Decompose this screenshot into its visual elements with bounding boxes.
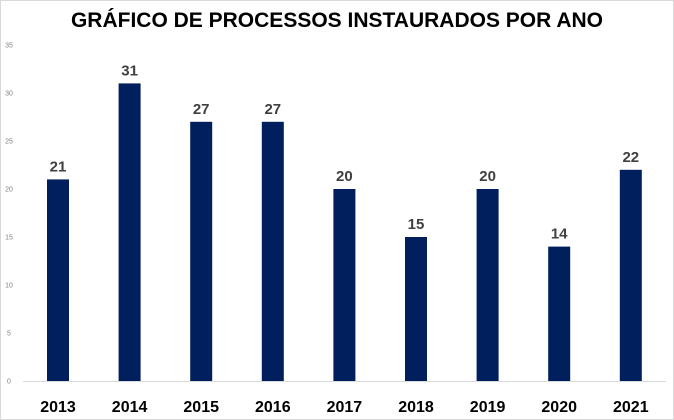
x-tick-label-2016: 2016 [255,399,291,416]
y-tick-label: 35 [5,43,13,50]
x-tick-label-2018: 2018 [398,399,434,416]
x-tick-label-2019: 2019 [470,399,506,416]
data-label-2016: 27 [264,101,281,118]
bar-2021 [619,169,642,381]
y-tick-label: 20 [5,187,13,194]
bar-2013 [47,179,69,381]
x-tick-label-2014: 2014 [112,399,148,416]
x-tick-label-2020: 2020 [541,399,577,416]
data-label-2015: 27 [193,101,210,118]
bar-2016 [261,121,284,382]
data-label-2020: 14 [551,226,568,243]
chart-title: GRÁFICO DE PROCESSOS INSTAURADOS POR ANO [70,9,604,32]
x-tick-label-2021: 2021 [613,399,649,416]
y-tick-label: 0 [7,379,11,386]
bar-2018 [405,237,427,381]
data-label-2013: 21 [50,158,67,175]
y-tick-label: 25 [5,139,13,146]
x-tick-label-2015: 2015 [183,399,219,416]
data-label-2019: 20 [479,168,496,185]
y-tick-label: 5 [7,331,11,338]
data-label-2021: 22 [622,149,639,166]
y-tick-label: 10 [5,283,13,290]
bar-2014 [118,83,141,382]
x-tick-label-2017: 2017 [327,399,363,416]
bar-2015 [190,121,213,382]
bar-2020 [548,246,571,381]
bar-2019 [476,189,499,381]
y-tick-label: 30 [5,91,13,98]
data-label-2017: 20 [336,168,353,185]
bar-2017 [333,189,356,381]
data-label-2014: 31 [121,62,138,79]
x-tick-label-2013: 2013 [40,399,76,416]
y-tick-label: 15 [5,235,13,242]
data-label-2018: 15 [408,216,425,233]
